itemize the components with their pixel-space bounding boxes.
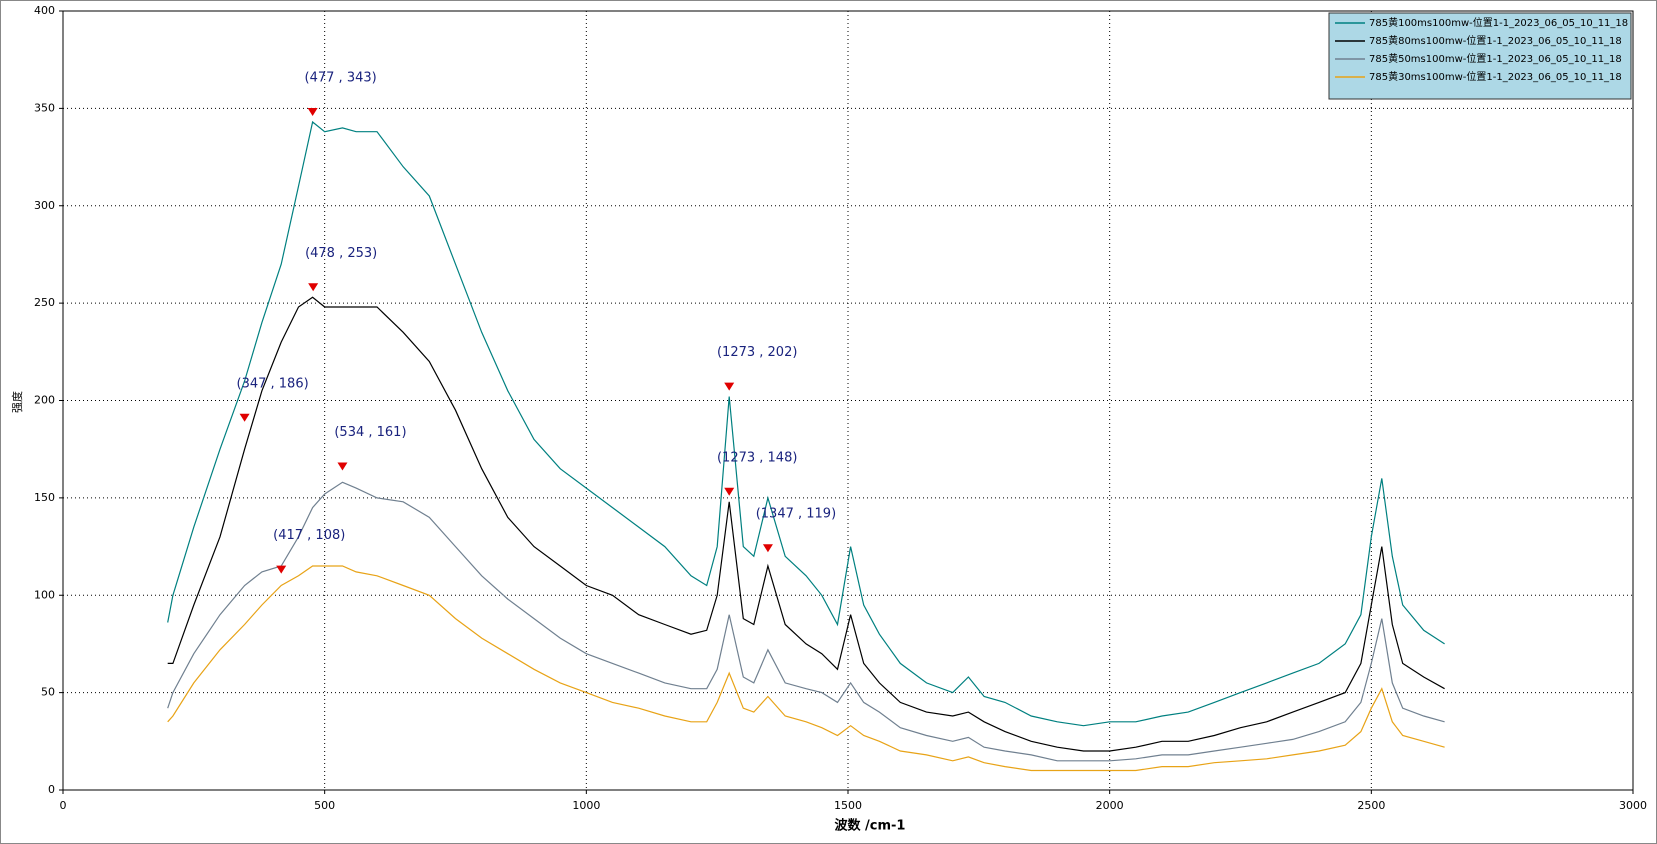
- peak-marker: [762, 544, 773, 553]
- x-tick-label: 1000: [572, 799, 600, 812]
- y-tick-label: 250: [34, 296, 55, 309]
- y-tick-label: 300: [34, 199, 55, 212]
- y-tick-label: 400: [34, 4, 55, 17]
- x-tick-label: 2500: [1357, 799, 1385, 812]
- peak-marker: [308, 283, 319, 292]
- x-tick-label: 0: [60, 799, 67, 812]
- peak-label: (478 , 253): [305, 246, 377, 261]
- x-tick-label: 2000: [1096, 799, 1124, 812]
- x-tick-label: 500: [314, 799, 335, 812]
- peak-marker: [276, 565, 287, 574]
- y-axis-label: 强度: [10, 391, 24, 413]
- peak-marker: [239, 413, 250, 422]
- series-line: [167, 120, 1445, 727]
- x-tick-label: 3000: [1619, 799, 1647, 812]
- peak-label: (417 , 108): [273, 528, 345, 543]
- peak-marker: [307, 108, 318, 117]
- peak-label: (1273 , 202): [717, 345, 797, 360]
- plot-border: [62, 10, 1634, 791]
- legend-label: 785黄100ms100mw-位置1-1_2023_06_05_10_11_18: [1369, 16, 1628, 29]
- y-tick-label: 0: [48, 783, 55, 796]
- peak-marker: [724, 487, 735, 496]
- peak-marker: [337, 462, 348, 471]
- x-axis-label: 波数 /cm-1: [835, 818, 906, 834]
- y-tick-label: 150: [34, 491, 55, 504]
- x-tick-label: 1500: [834, 799, 862, 812]
- y-tick-label: 350: [34, 101, 55, 114]
- series-line: [167, 565, 1445, 772]
- legend-box: [1328, 12, 1632, 100]
- peak-label: (1347 , 119): [756, 507, 836, 522]
- legend-label: 785黄50ms100mw-位置1-1_2023_06_05_10_11_18: [1369, 52, 1622, 65]
- legend-label: 785黄30ms100mw-位置1-1_2023_06_05_10_11_18: [1369, 70, 1622, 83]
- peak-label: (534 , 161): [334, 425, 406, 440]
- series-line: [167, 481, 1445, 762]
- y-tick-label: 200: [34, 394, 55, 407]
- peak-label: (347 , 186): [237, 376, 309, 391]
- y-tick-label: 100: [34, 588, 55, 601]
- peak-label: (477 , 343): [305, 71, 377, 86]
- peak-marker: [724, 382, 735, 391]
- legend-label: 785黄80ms100mw-位置1-1_2023_06_05_10_11_18: [1369, 34, 1622, 47]
- series-line: [167, 296, 1445, 752]
- y-tick-label: 50: [41, 686, 55, 699]
- peak-label: (1273 , 148): [717, 450, 797, 465]
